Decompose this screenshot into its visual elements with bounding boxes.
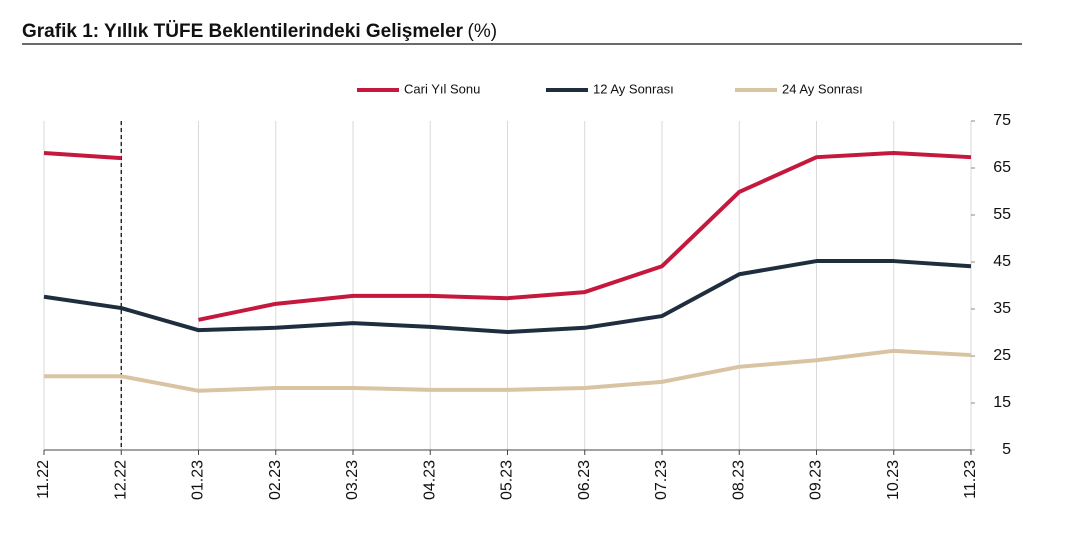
series-line: [43, 150, 122, 161]
x-tick-label: 04.23: [421, 460, 438, 500]
x-tick-label: 02.23: [267, 460, 284, 500]
x-tick-label: 01.23: [190, 460, 207, 500]
x-tick-label: 06.23: [576, 460, 593, 500]
x-tick-label: 11.23: [962, 460, 979, 499]
y-tick-label: 45: [993, 253, 1011, 270]
chart-title: Grafik 1: Yıllık TÜFE Beklentilerindeki …: [22, 21, 497, 42]
x-tick-label: 09.23: [808, 460, 825, 500]
series-line: [198, 150, 972, 322]
title-text: Grafik 1: Yıllık TÜFE Beklentilerindeki …: [22, 21, 464, 42]
title-unit: (%): [468, 21, 498, 42]
x-tick-label: 03.23: [344, 460, 361, 500]
legend-label: 12 Ay Sonrası: [593, 81, 674, 96]
x-tick-label: 07.23: [653, 460, 670, 500]
y-tick-label: 65: [993, 159, 1011, 176]
y-tick-label: 55: [993, 206, 1011, 223]
y-tick-label: 5: [1002, 441, 1011, 458]
x-tick-label: 11.22: [35, 460, 52, 499]
x-tick-label: 12.22: [112, 460, 129, 500]
legend-label: 24 Ay Sonrası: [782, 81, 863, 96]
y-tick-label: 75: [993, 112, 1011, 129]
x-tick-label: 05.23: [499, 460, 516, 500]
y-tick-label: 35: [993, 300, 1011, 317]
series-line: [43, 259, 972, 335]
y-tick-label: 15: [993, 394, 1011, 411]
legend-label: Cari Yıl Sonu: [404, 81, 480, 96]
x-tick-label: 08.23: [730, 460, 747, 500]
series-line: [44, 348, 972, 393]
y-tick-label: 25: [993, 347, 1011, 364]
x-tick-label: 10.23: [885, 460, 902, 500]
